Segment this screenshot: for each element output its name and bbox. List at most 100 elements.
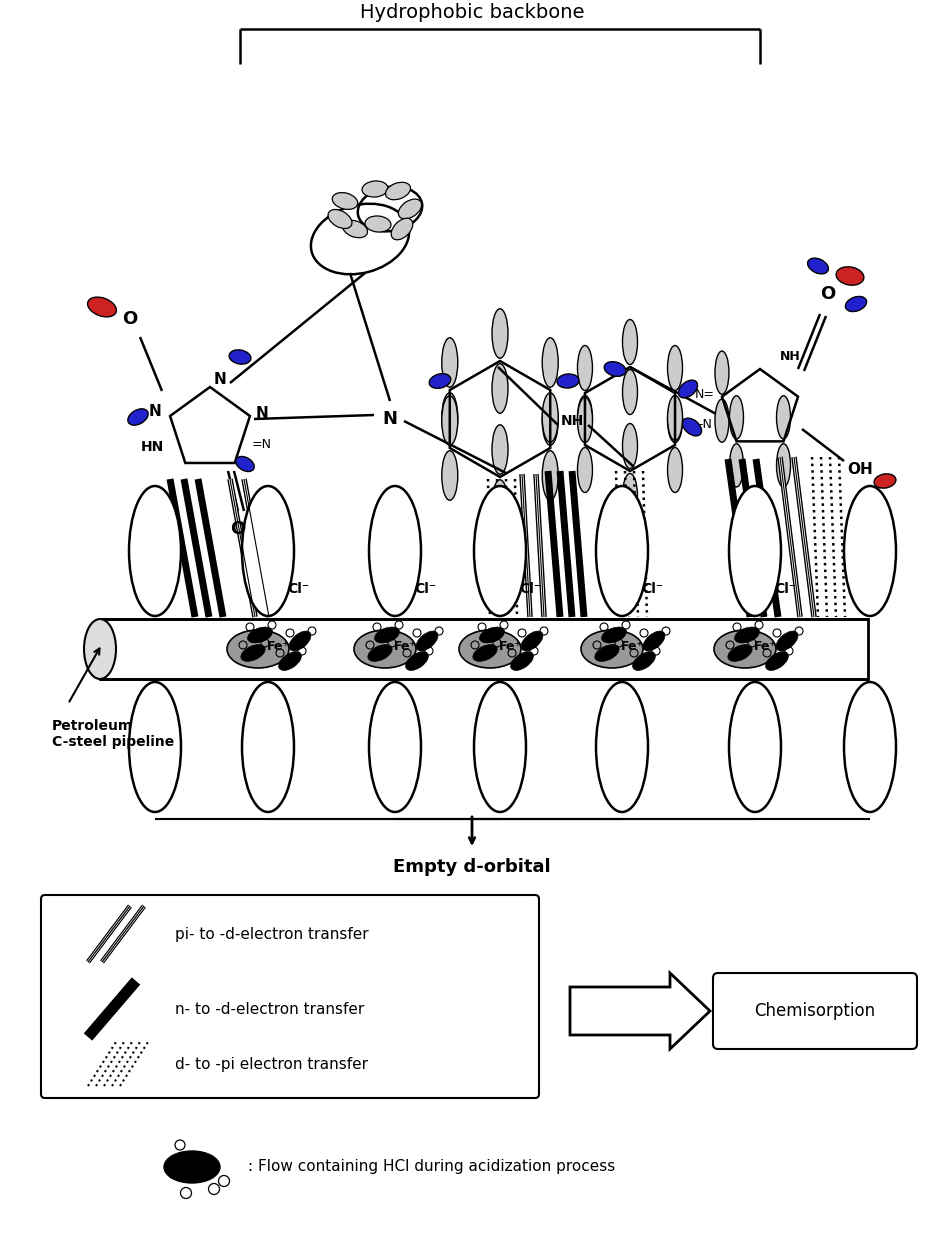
FancyBboxPatch shape: [100, 620, 868, 679]
Ellipse shape: [843, 681, 895, 812]
Ellipse shape: [577, 447, 592, 492]
Ellipse shape: [247, 627, 272, 643]
Ellipse shape: [622, 320, 637, 364]
Text: N=: N=: [694, 388, 715, 400]
Ellipse shape: [776, 444, 790, 487]
Text: Fe⁺: Fe⁺: [497, 641, 521, 653]
Ellipse shape: [873, 473, 895, 488]
Text: Chemisorption: Chemisorption: [753, 1002, 875, 1020]
Ellipse shape: [601, 627, 626, 643]
Text: Fe⁺: Fe⁺: [393, 641, 416, 653]
Ellipse shape: [666, 398, 682, 442]
Ellipse shape: [474, 681, 526, 812]
Ellipse shape: [255, 532, 277, 546]
Ellipse shape: [492, 309, 508, 358]
Ellipse shape: [577, 398, 592, 442]
Ellipse shape: [715, 399, 728, 442]
Text: Hydrophobic backbone: Hydrophobic backbone: [360, 4, 583, 22]
Ellipse shape: [594, 644, 618, 662]
Ellipse shape: [342, 221, 367, 238]
Ellipse shape: [441, 395, 457, 445]
Ellipse shape: [682, 418, 700, 436]
Ellipse shape: [666, 395, 682, 441]
Ellipse shape: [354, 629, 415, 668]
Ellipse shape: [328, 209, 351, 228]
Text: : Flow containing HCl during acidization process: : Flow containing HCl during acidization…: [247, 1160, 615, 1175]
Ellipse shape: [374, 627, 399, 643]
Ellipse shape: [596, 486, 648, 616]
Text: O: O: [230, 520, 245, 538]
Ellipse shape: [227, 629, 289, 668]
Ellipse shape: [492, 364, 508, 414]
Ellipse shape: [441, 393, 457, 442]
Ellipse shape: [622, 369, 637, 415]
Ellipse shape: [577, 346, 592, 390]
Ellipse shape: [729, 444, 743, 487]
Text: d- to -pi electron transfer: d- to -pi electron transfer: [175, 1057, 367, 1072]
Ellipse shape: [289, 631, 311, 650]
Ellipse shape: [415, 631, 437, 650]
Ellipse shape: [581, 629, 642, 668]
Text: N: N: [148, 404, 161, 419]
Ellipse shape: [242, 486, 294, 616]
Ellipse shape: [596, 681, 648, 812]
Ellipse shape: [843, 486, 895, 616]
Ellipse shape: [733, 627, 759, 643]
Ellipse shape: [492, 479, 508, 529]
Text: HN: HN: [141, 440, 163, 453]
Polygon shape: [569, 973, 709, 1049]
Ellipse shape: [642, 631, 665, 650]
Ellipse shape: [807, 258, 828, 274]
Ellipse shape: [84, 620, 116, 679]
Ellipse shape: [164, 1151, 220, 1183]
Text: =N: =N: [252, 439, 272, 451]
Ellipse shape: [429, 374, 450, 388]
Text: -N: -N: [698, 418, 711, 430]
Ellipse shape: [715, 351, 728, 394]
Ellipse shape: [405, 652, 428, 670]
Text: Cl⁻: Cl⁻: [287, 582, 309, 596]
Ellipse shape: [775, 631, 797, 650]
Ellipse shape: [542, 451, 558, 501]
Ellipse shape: [241, 644, 265, 662]
Text: NH: NH: [779, 351, 800, 363]
Text: Empty d-orbital: Empty d-orbital: [393, 857, 550, 876]
Ellipse shape: [603, 362, 625, 377]
Text: NH: NH: [560, 414, 583, 427]
Text: n- to -d-electron transfer: n- to -d-electron transfer: [175, 1001, 363, 1016]
Ellipse shape: [364, 216, 391, 232]
Ellipse shape: [367, 644, 392, 662]
Ellipse shape: [776, 395, 790, 439]
Ellipse shape: [362, 181, 388, 197]
Ellipse shape: [542, 393, 558, 442]
FancyBboxPatch shape: [712, 973, 916, 1049]
Ellipse shape: [228, 349, 251, 364]
Ellipse shape: [632, 652, 655, 670]
Ellipse shape: [510, 652, 532, 670]
Ellipse shape: [714, 629, 775, 668]
Text: O: O: [819, 285, 834, 304]
Ellipse shape: [129, 681, 181, 812]
Ellipse shape: [129, 486, 181, 616]
Text: Cl⁻: Cl⁻: [413, 582, 436, 596]
Ellipse shape: [728, 486, 780, 616]
Text: N: N: [382, 410, 397, 427]
Ellipse shape: [479, 627, 504, 643]
Text: pi- to -d-electron transfer: pi- to -d-electron transfer: [175, 927, 368, 942]
Text: Cl⁻: Cl⁻: [773, 582, 795, 596]
Ellipse shape: [398, 199, 421, 219]
Ellipse shape: [728, 681, 780, 812]
Ellipse shape: [845, 296, 866, 311]
Ellipse shape: [242, 681, 294, 812]
Ellipse shape: [441, 451, 457, 501]
FancyBboxPatch shape: [41, 895, 538, 1098]
Ellipse shape: [459, 629, 520, 668]
Ellipse shape: [368, 486, 421, 616]
Ellipse shape: [332, 192, 358, 209]
Ellipse shape: [520, 631, 543, 650]
Ellipse shape: [368, 681, 421, 812]
Text: Petroleum
C-steel pipeline: Petroleum C-steel pipeline: [52, 719, 174, 750]
Ellipse shape: [88, 297, 116, 317]
Ellipse shape: [385, 182, 410, 199]
Ellipse shape: [765, 652, 787, 670]
